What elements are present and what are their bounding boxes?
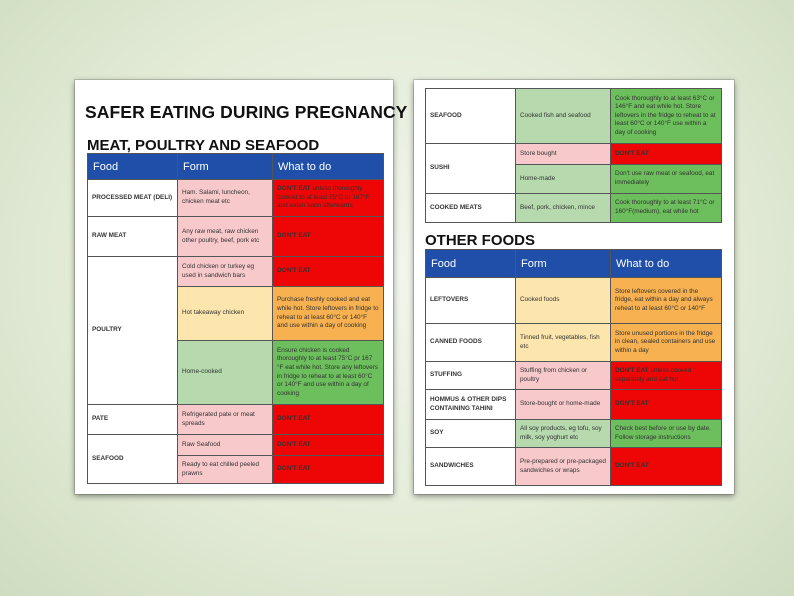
action-cell: Cook thoroughly to at least 71°C or 160°… xyxy=(610,193,722,223)
header-action: What to do xyxy=(272,153,384,180)
dont-eat-label: DON'T EAT xyxy=(615,366,649,374)
dont-eat-label: DON'T EAT xyxy=(277,185,311,193)
action-cell: DON'T EAT xyxy=(272,256,384,287)
food-cell: SANDWICHES xyxy=(425,447,516,486)
food-cell: PATE xyxy=(87,404,178,435)
dont-eat-label: DON'T EAT xyxy=(615,462,649,470)
action-cell: DON'T EAT xyxy=(272,455,384,484)
form-cell: Raw Seafood xyxy=(177,434,273,456)
action-cell: Cook thoroughly to at least 63°C or 146°… xyxy=(610,88,722,144)
action-cell: DON'T EAT unless thoroughly cooked to at… xyxy=(272,179,384,217)
action-cell: DON'T EAT xyxy=(272,434,384,456)
table-row: Home-cooked Ensure chicken is cooked tho… xyxy=(88,340,384,405)
food-cell: RAW MEAT xyxy=(87,216,178,257)
action-text: unless cooked separately and eat hot xyxy=(615,366,692,383)
action-cell: DON'T EAT unless cooked separately and e… xyxy=(610,361,722,390)
table-row: CANNED FOODS Tinned fruit, vegetables, f… xyxy=(425,323,722,362)
header-form: Form xyxy=(515,249,611,278)
form-cell: Home-made xyxy=(515,164,611,194)
form-cell: Tinned fruit, vegetables, fish etc xyxy=(515,323,611,362)
food-cell: CANNED FOODS xyxy=(425,323,516,362)
table-row: SUSHI Store bought DON'T EAT xyxy=(425,143,722,194)
dont-eat-label: DON'T EAT xyxy=(615,400,649,408)
section-title-other-foods: OTHER FOODS xyxy=(425,232,536,249)
action-cell: Store unused portions in the fridge in c… xyxy=(610,323,722,362)
food-cell: HOMMUS & OTHER DIPS CONTAINING TAHINI xyxy=(425,389,516,420)
header-action: What to do xyxy=(610,249,722,278)
form-cell: Refrigerated pate or meat spreads xyxy=(177,404,273,435)
dont-eat-label: DON'T EAT xyxy=(277,465,311,473)
left-page: SAFER EATING DURING PREGNANCY MEAT, POUL… xyxy=(75,80,408,494)
form-cell: Any raw meat, raw chicken other poultry,… xyxy=(177,216,273,257)
form-cell: Cold chicken or turkey eg used in sandwi… xyxy=(177,256,273,287)
form-cell: Store bought xyxy=(515,143,611,165)
form-cell: Home-cooked xyxy=(177,340,273,405)
header-form: Form xyxy=(177,153,273,180)
action-cell: DON'T EAT xyxy=(610,143,722,165)
action-cell: Ensure chicken is cooked thoroughly to a… xyxy=(272,340,384,405)
table-row: SEAFOOD Cooked fish and seafood Cook tho… xyxy=(425,88,722,144)
action-cell: DON'T EAT xyxy=(272,216,384,257)
table-row: SOY All soy products, eg tofu, soy milk,… xyxy=(425,419,722,448)
action-cell: Don't use raw meat or seafood, eat immed… xyxy=(610,164,722,194)
right-page: SEAFOOD Cooked fish and seafood Cook tho… xyxy=(414,80,734,494)
table-row: COOKED MEATS Beef, pork, chicken, mince … xyxy=(425,193,722,223)
action-text: unless thoroughly cooked to at least 75°… xyxy=(277,185,370,210)
form-cell: Ready to eat chilled peeled prawns xyxy=(177,455,273,484)
dont-eat-label: DON'T EAT xyxy=(277,267,311,275)
action-cell: DON'T EAT xyxy=(610,447,722,486)
table-row: Ready to eat chilled peeled prawns DON'T… xyxy=(88,455,384,484)
header-food: Food xyxy=(425,249,516,278)
food-cell: SEAFOOD xyxy=(87,434,178,484)
table-row: Home-made Don't use raw meat or seafood,… xyxy=(426,164,722,194)
form-cell: Ham. Salami, luncheon, chicken meat etc xyxy=(177,179,273,217)
dont-eat-label: DON'T EAT xyxy=(277,440,311,448)
table-row: STUFFING Stuffing from chicken or poultr… xyxy=(425,361,722,390)
action-cell: Store leftovers covered in the fridge, e… xyxy=(610,277,722,324)
dont-eat-label: DON'T EAT xyxy=(615,149,649,157)
seafood-continued-table: SEAFOOD Cooked fish and seafood Cook tho… xyxy=(425,88,722,223)
other-foods-table: Food Form What to do LEFTOVERS Cooked fo… xyxy=(425,249,722,486)
table-row: PROCESSED MEAT (DELI) Ham. Salami, lunch… xyxy=(87,179,384,217)
meat-poultry-seafood-table: Food Form What to do PROCESSED MEAT (DEL… xyxy=(87,153,384,484)
form-cell: Pre-prepared or pre-packaged sandwiches … xyxy=(515,447,611,486)
table-row: SEAFOOD Raw Seafood DON'T EAT xyxy=(87,434,384,484)
form-cell: All soy products, eg tofu, soy milk, soy… xyxy=(515,419,611,448)
food-cell: SOY xyxy=(425,419,516,448)
action-cell: Check best before or use by date. Follow… xyxy=(610,419,722,448)
food-cell: POULTRY xyxy=(87,256,178,405)
page-title: SAFER EATING DURING PREGNANCY xyxy=(85,102,408,122)
form-cell: Hot takeaway chicken xyxy=(177,286,273,341)
food-cell: COOKED MEATS xyxy=(425,193,516,223)
food-cell: SEAFOOD xyxy=(425,88,516,144)
food-cell: SUSHI xyxy=(425,143,516,194)
table-row: LEFTOVERS Cooked foods Store leftovers c… xyxy=(425,277,722,324)
action-cell: DON'T EAT xyxy=(610,389,722,420)
food-cell: PROCESSED MEAT (DELI) xyxy=(87,179,178,217)
table-row: POULTRY Cold chicken or turkey eg used i… xyxy=(87,256,384,405)
section-title-meat: MEAT, POULTRY AND SEAFOOD xyxy=(87,137,320,154)
table-row: RAW MEAT Any raw meat, raw chicken other… xyxy=(87,216,384,257)
action-cell: Purchase freshly cooked and eat while ho… xyxy=(272,286,384,341)
form-cell: Stuffing from chicken or poultry xyxy=(515,361,611,390)
form-cell: Cooked fish and seafood xyxy=(515,88,611,144)
table-row: HOMMUS & OTHER DIPS CONTAINING TAHINI St… xyxy=(425,389,722,420)
food-cell: LEFTOVERS xyxy=(425,277,516,324)
dont-eat-label: DON'T EAT xyxy=(277,232,311,240)
table-row: SANDWICHES Pre-prepared or pre-packaged … xyxy=(425,447,722,486)
table-row: PATE Refrigerated pate or meat spreads D… xyxy=(87,404,384,435)
action-cell: DON'T EAT xyxy=(272,404,384,435)
food-cell: STUFFING xyxy=(425,361,516,390)
header-food: Food xyxy=(87,153,178,180)
dont-eat-label: DON'T EAT xyxy=(277,415,311,423)
form-cell: Store-bought or home-made xyxy=(515,389,611,420)
form-cell: Cooked foods xyxy=(515,277,611,324)
form-cell: Beef, pork, chicken, mince xyxy=(515,193,611,223)
